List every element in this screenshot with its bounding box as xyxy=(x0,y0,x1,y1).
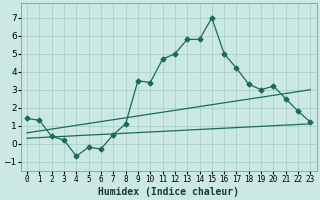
X-axis label: Humidex (Indice chaleur): Humidex (Indice chaleur) xyxy=(98,186,239,197)
